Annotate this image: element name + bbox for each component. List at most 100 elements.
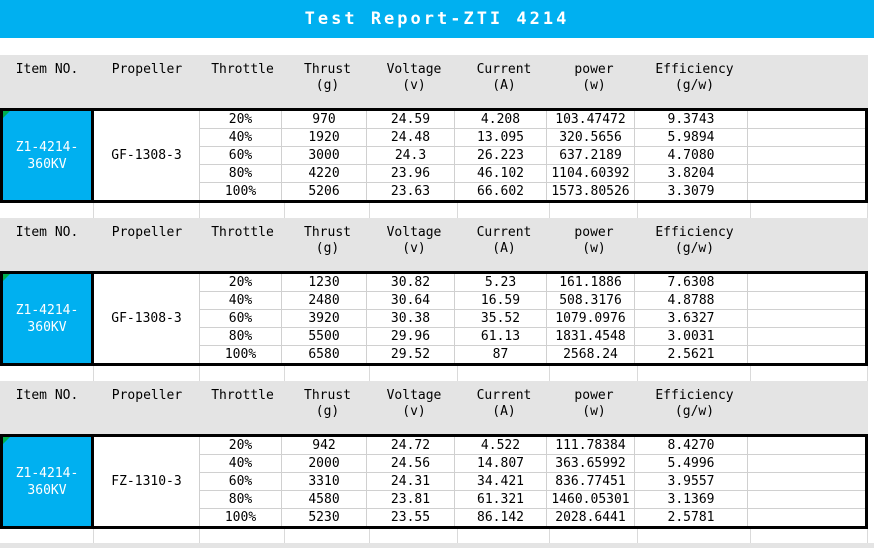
table-row: 100% 5206 23.63 66.602 1573.80526 3.3079 — [200, 183, 865, 200]
throttle-cell: 20% — [200, 274, 282, 291]
table-row: 80% 5500 29.96 61.13 1831.4548 3.0031 — [200, 328, 865, 346]
col-header-power: power (w) — [550, 55, 638, 108]
current-cell: 46.102 — [455, 165, 547, 182]
voltage-cell: 24.56 — [367, 455, 455, 472]
power-cell: 103.47472 — [547, 111, 635, 128]
table-row: 60% 3310 24.31 34.421 836.77451 3.9557 — [200, 473, 865, 491]
report-title: Test Report-ZTI 4214 — [304, 9, 570, 29]
propeller-label: FZ-1310-3 — [111, 474, 182, 489]
table3-propeller-cell: FZ-1310-3 — [94, 437, 200, 526]
table1-header-row: Item NO. Propeller Throttle Thrust (g) Vo… — [0, 55, 868, 108]
gridline-tick — [285, 529, 370, 543]
power-cell: 363.65992 — [547, 455, 635, 472]
throttle-cell: 60% — [200, 473, 282, 490]
col-header-label: Efficiency — [655, 225, 734, 240]
table-row: 20% 1230 30.82 5.23 161.1886 7.6308 — [200, 274, 865, 292]
table-row: 80% 4580 23.81 61.321 1460.05301 3.1369 — [200, 491, 865, 509]
gridline-tick — [0, 203, 94, 218]
item-no-line1: Z1-4214- — [15, 465, 79, 481]
col-header-unit: (A) — [492, 241, 516, 256]
efficiency-cell: 3.6327 — [635, 310, 748, 327]
col-header-unit: (w) — [582, 241, 606, 256]
propeller-label: GF-1308-3 — [111, 311, 182, 326]
table-row: 60% 3920 30.38 35.52 1079.0976 3.6327 — [200, 310, 865, 328]
voltage-cell: 23.55 — [367, 509, 455, 526]
voltage-cell: 29.96 — [367, 328, 455, 345]
thrust-cell: 2000 — [282, 455, 367, 472]
efficiency-cell: 7.6308 — [635, 274, 748, 291]
empty-cell — [748, 165, 865, 182]
table-spacer — [0, 529, 868, 543]
col-header-unit: (g) — [315, 78, 340, 93]
col-header-throttle: Throttle — [200, 55, 285, 108]
empty-cell — [748, 292, 865, 309]
thrust-cell: 4580 — [282, 491, 367, 508]
thrust-cell: 1920 — [282, 129, 367, 146]
thrust-cell: 3920 — [282, 310, 367, 327]
table-row: 20% 942 24.72 4.522 111.78384 8.4270 — [200, 437, 865, 455]
table-row: 40% 2000 24.56 14.807 363.65992 5.4996 — [200, 455, 865, 473]
table2-rows: 20% 1230 30.82 5.23 161.1886 7.6308 40% … — [200, 274, 865, 363]
gridline-tick — [200, 366, 285, 381]
thrust-cell: 5206 — [282, 183, 367, 200]
col-header-voltage: Voltage (v) — [370, 218, 458, 271]
report-title-bar: Test Report-ZTI 4214 — [0, 0, 874, 38]
table3-item-cell: Z1-4214- 360KV — [3, 437, 94, 526]
efficiency-cell: 3.9557 — [635, 473, 748, 490]
gridline-tick — [0, 529, 94, 543]
current-cell: 4.522 — [455, 437, 547, 454]
table-spacer — [0, 203, 868, 218]
col-header-item-no: Item NO. — [0, 55, 94, 108]
gridline-tick — [638, 529, 751, 543]
table-row: 80% 4220 23.96 46.102 1104.60392 3.8204 — [200, 165, 865, 183]
col-header-unit: (w) — [582, 404, 606, 419]
voltage-cell: 24.48 — [367, 129, 455, 146]
power-cell: 1104.60392 — [547, 165, 635, 182]
gridline-tick — [0, 366, 94, 381]
voltage-cell: 30.38 — [367, 310, 455, 327]
throttle-cell: 80% — [200, 165, 282, 182]
current-cell: 35.52 — [455, 310, 547, 327]
voltage-cell: 30.82 — [367, 274, 455, 291]
col-header-unit: (g/w) — [674, 78, 715, 93]
thrust-cell: 5230 — [282, 509, 367, 526]
throttle-cell: 40% — [200, 292, 282, 309]
empty-cell — [748, 509, 865, 526]
col-header-voltage: Voltage (v) — [370, 55, 458, 108]
col-header-label: Throttle — [211, 388, 274, 403]
thrust-cell: 942 — [282, 437, 367, 454]
current-cell: 16.59 — [455, 292, 547, 309]
gridline-tick — [370, 366, 458, 381]
voltage-cell: 24.59 — [367, 111, 455, 128]
col-header-thrust: Thrust (g) — [285, 381, 370, 434]
gridline-tick — [370, 203, 458, 218]
table-row: 100% 6580 29.52 87 2568.24 2.5621 — [200, 346, 865, 363]
col-header-unit: (g) — [315, 241, 340, 256]
col-header-label: Thrust — [304, 62, 351, 77]
voltage-cell: 23.63 — [367, 183, 455, 200]
power-cell: 2568.24 — [547, 346, 635, 363]
col-header-propeller: Propeller — [94, 55, 200, 108]
col-header-unit: (g) — [315, 404, 340, 419]
col-header-throttle: Throttle — [200, 381, 285, 434]
col-header-label: Item NO. — [15, 62, 79, 77]
efficiency-cell: 3.0031 — [635, 328, 748, 345]
throttle-cell: 40% — [200, 455, 282, 472]
gridline-tick — [370, 529, 458, 543]
efficiency-cell: 4.7080 — [635, 147, 748, 164]
voltage-cell: 24.3 — [367, 147, 455, 164]
empty-cell — [748, 147, 865, 164]
col-header-efficiency: Efficiency (g/w) — [638, 381, 751, 434]
table-row: 40% 1920 24.48 13.095 320.5656 5.9894 — [200, 129, 865, 147]
table-row: 20% 970 24.59 4.208 103.47472 9.3743 — [200, 111, 865, 129]
current-cell: 4.208 — [455, 111, 547, 128]
col-header-label: Item NO. — [15, 388, 79, 403]
col-header-power: power (w) — [550, 381, 638, 434]
efficiency-cell: 2.5621 — [635, 346, 748, 363]
efficiency-cell: 3.8204 — [635, 165, 748, 182]
table-row: 40% 2480 30.64 16.59 508.3176 4.8788 — [200, 292, 865, 310]
empty-cell — [748, 310, 865, 327]
col-header-unit: (A) — [492, 78, 516, 93]
col-header-label: power — [574, 225, 614, 240]
current-cell: 87 — [455, 346, 547, 363]
